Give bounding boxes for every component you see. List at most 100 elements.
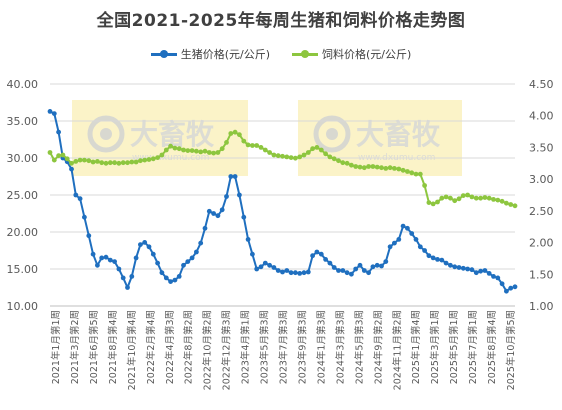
x-tick-label: 2025年10月第5周: [505, 310, 517, 390]
data-point: [387, 244, 393, 250]
data-point: [254, 266, 260, 272]
right-tick-label: 3.50: [529, 141, 554, 154]
data-point: [379, 263, 384, 269]
x-tick-label: 2021年8月第4周: [107, 310, 119, 384]
data-point: [64, 156, 70, 162]
data-point: [469, 267, 475, 273]
data-point: [224, 140, 229, 145]
legend-item-hog: 生猪价格(元/公斤): [150, 46, 270, 62]
data-point: [181, 147, 186, 153]
data-point: [215, 213, 221, 219]
data-point: [361, 268, 367, 273]
data-point: [280, 153, 285, 159]
data-point: [314, 145, 320, 150]
x-tick-label: 2023年9月第3周: [296, 310, 308, 384]
data-point: [336, 268, 341, 273]
data-point: [469, 194, 475, 200]
data-point: [456, 196, 462, 202]
data-point: [288, 270, 294, 276]
legend-label-feed: 饲料价格(元/公斤): [322, 48, 412, 61]
x-tick-label: 2022年2月第4周: [145, 310, 157, 384]
data-point: [400, 167, 406, 173]
chart-title: 全国2021-2025年每周生猪和饲料价格走势图: [96, 11, 466, 31]
data-point: [250, 251, 255, 257]
left-tick-label: 30.00: [7, 152, 39, 165]
data-point: [206, 150, 212, 155]
legend-swatch-hog: [150, 49, 177, 58]
data-point: [465, 266, 470, 272]
data-point: [189, 148, 195, 154]
x-tick-label: 2021年3月第2周: [69, 310, 81, 384]
data-point: [430, 201, 436, 207]
x-tick-label: 2023年4月第1周: [240, 310, 252, 384]
data-point: [297, 271, 303, 276]
data-point: [189, 255, 195, 261]
data-point: [116, 160, 122, 166]
watermark-logo-icon: [87, 115, 125, 153]
data-point: [211, 150, 217, 156]
data-point: [69, 166, 74, 172]
data-point: [280, 269, 285, 275]
data-point: [125, 160, 130, 166]
x-tick-label: 2023年7月第3周: [278, 310, 290, 384]
data-point: [417, 171, 423, 177]
data-point: [155, 260, 161, 266]
data-point: [323, 257, 328, 262]
data-point: [224, 194, 229, 199]
data-point: [305, 150, 311, 155]
data-point: [258, 264, 264, 270]
data-point: [254, 143, 260, 148]
data-point: [215, 150, 221, 155]
data-point: [275, 153, 281, 159]
data-point: [129, 159, 135, 165]
data-point: [202, 225, 208, 231]
data-point: [95, 262, 100, 268]
data-point: [107, 160, 113, 166]
left-tick-label: 20.00: [7, 226, 39, 239]
data-point: [318, 251, 324, 257]
data-point: [435, 257, 440, 262]
data-point: [133, 159, 139, 165]
data-point: [120, 275, 126, 281]
data-point: [86, 233, 92, 239]
data-point: [499, 198, 505, 204]
data-point: [478, 195, 483, 201]
data-point: [361, 165, 367, 171]
data-point: [370, 264, 376, 270]
data-point: [392, 166, 397, 171]
data-point: [206, 208, 212, 214]
left-tick-label: 10.00: [7, 300, 39, 313]
x-tick-label: 2025年1月第4周: [410, 310, 422, 384]
x-tick-label: 2024年5月第3周: [353, 310, 365, 384]
right-tick-label: 1.00: [529, 300, 554, 313]
data-point: [163, 147, 169, 153]
x-tick-label: 2021年1月第1周: [50, 310, 62, 384]
x-tick-label: 2025年8月第4周: [486, 310, 498, 384]
data-point: [155, 155, 161, 161]
data-point: [400, 223, 406, 229]
data-point: [56, 153, 61, 159]
data-point: [353, 266, 359, 272]
right-tick-label: 2.50: [529, 205, 554, 218]
data-point: [417, 244, 423, 250]
data-point: [103, 254, 109, 260]
legend-item-feed: 饲料价格(元/公斤): [292, 46, 411, 62]
left-tick-label: 40.00: [7, 78, 39, 91]
data-point: [443, 260, 449, 266]
data-point: [237, 192, 242, 198]
data-point: [172, 145, 178, 151]
data-point: [241, 214, 247, 220]
data-point: [138, 242, 143, 248]
left-tick-label: 35.00: [7, 115, 39, 128]
data-point: [508, 202, 514, 207]
data-point: [69, 160, 74, 166]
data-point: [357, 262, 363, 268]
data-point: [146, 244, 152, 250]
x-tick-label: 2022年10月第2周: [202, 310, 214, 390]
gridlines: [50, 83, 515, 307]
data-point: [82, 157, 87, 163]
data-point: [301, 270, 307, 276]
